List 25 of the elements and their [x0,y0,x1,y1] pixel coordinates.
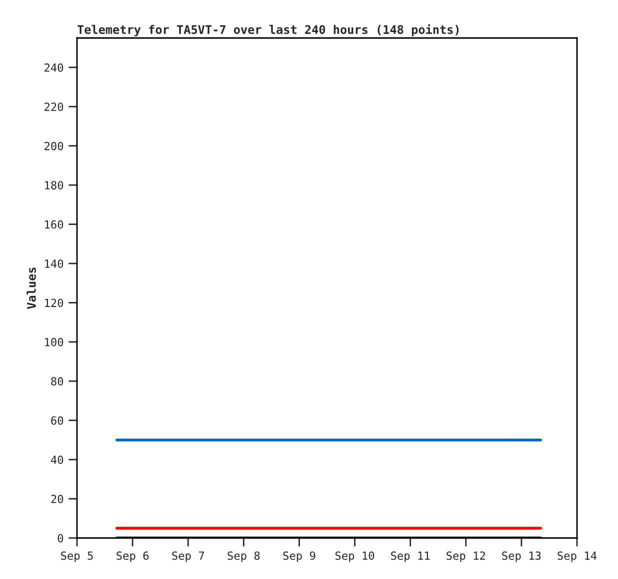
y-tick-label: 200 [44,142,64,150]
x-tick-label: Sep 12 [446,551,486,562]
y-tick-label: 120 [45,298,64,308]
y-tick-label: 60 [51,416,64,425]
chart-title: Telemetry for TA5VT-7 over last 240 hours (148 points) [78,24,459,36]
x-tick-label: Sep 13 [502,551,541,562]
y-tick-label: 140 [45,259,64,268]
y-tick-label: 220 [44,102,64,112]
y-tick-label: 80 [51,377,64,386]
y-tick-label: 40 [50,456,64,464]
x-tick-label: Sep 7 [172,551,204,562]
x-tick-label: Sep 11 [391,551,430,562]
y-tick-label: 160 [45,220,64,229]
x-tick-label: Sep 6 [116,551,149,562]
y-axis-title: Values [26,268,36,309]
x-tick-label: Sep 5 [61,551,93,562]
y-tick-label: 100 [45,338,64,346]
x-tick-label: Sep 8 [228,551,260,562]
x-tick-label: Sep 10 [335,551,374,562]
x-tick-label: Sep 9 [283,551,316,562]
y-tick-label: 20 [51,494,64,504]
x-tick-label: Sep 14 [558,551,597,562]
y-tick-label: 240 [44,63,64,72]
y-tick-label: 0 [58,534,64,542]
y-tick-label: 180 [45,181,64,190]
